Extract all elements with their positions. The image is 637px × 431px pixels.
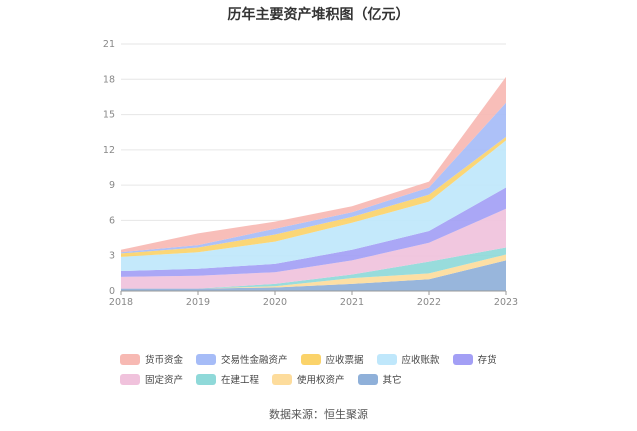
axes: 0 3 6 9 12 15 18 21 2018 2019 2020 2021 2022 2023 bbox=[103, 39, 518, 308]
x-tick-label: 2020 bbox=[263, 297, 287, 308]
y-tick-label: 12 bbox=[103, 145, 115, 156]
legend-label: 货币资金 bbox=[145, 355, 184, 366]
area-series bbox=[121, 76, 506, 291]
legend-item[interactable]: 固定资产 bbox=[120, 372, 183, 386]
area-series-使用权资产[interactable] bbox=[121, 254, 506, 289]
legend-label: 应收票据 bbox=[325, 355, 364, 366]
legend-label: 应收账款 bbox=[401, 355, 440, 366]
legend-swatch bbox=[120, 373, 140, 385]
legend-item[interactable]: 交易性金融资产 bbox=[196, 352, 288, 366]
legend-label: 在建工程 bbox=[221, 375, 260, 386]
legend-item[interactable]: 存货 bbox=[452, 352, 497, 366]
legend-item[interactable]: 应收票据 bbox=[300, 352, 364, 366]
legend-swatch bbox=[196, 373, 217, 385]
legend-swatch bbox=[272, 373, 293, 385]
area-series-应收票据[interactable] bbox=[121, 136, 506, 257]
legend-swatch bbox=[452, 353, 473, 365]
y-tick-label: 3 bbox=[109, 251, 115, 262]
legend-swatch bbox=[300, 353, 321, 365]
y-tick-label: 18 bbox=[103, 74, 115, 85]
legend-item[interactable]: 货币资金 bbox=[120, 352, 183, 366]
y-tick-label: 0 bbox=[109, 286, 115, 297]
y-tick-label: 15 bbox=[103, 110, 115, 121]
area-series-在建工程[interactable] bbox=[121, 247, 506, 289]
x-tick-label: 2023 bbox=[494, 297, 518, 308]
legend-swatch bbox=[357, 373, 378, 385]
legend-item[interactable]: 应收账款 bbox=[376, 352, 440, 366]
x-tick-label: 2021 bbox=[340, 297, 364, 308]
y-tick-label: 9 bbox=[109, 180, 115, 191]
x-tick-label: 2022 bbox=[417, 297, 441, 308]
legend-swatch bbox=[376, 353, 397, 365]
area-series-存货[interactable] bbox=[121, 187, 506, 277]
source-note: 数据来源：恒生聚源 bbox=[269, 408, 368, 421]
chart-title: 历年主要资产堆积图（亿元） bbox=[227, 7, 410, 23]
area-series-交易性金融资产[interactable] bbox=[121, 102, 506, 254]
y-tick-label: 6 bbox=[109, 215, 115, 226]
legend: 货币资金 交易性金融资产 应收票据 应收账款 存货固定资产 在建工程 使用权资产 其它 bbox=[120, 352, 540, 392]
legend-label: 交易性金融资产 bbox=[221, 355, 288, 366]
y-tick-label: 21 bbox=[103, 39, 115, 50]
area-series-货币资金[interactable] bbox=[121, 76, 506, 253]
x-tick-label: 2018 bbox=[109, 297, 133, 308]
legend-label: 使用权资产 bbox=[297, 375, 345, 386]
x-tick-label: 2019 bbox=[186, 297, 210, 308]
legend-item[interactable]: 在建工程 bbox=[196, 372, 259, 386]
legend-item[interactable]: 使用权资产 bbox=[272, 372, 345, 386]
area-series-其它[interactable] bbox=[121, 260, 506, 291]
area-series-应收账款[interactable] bbox=[121, 140, 506, 271]
legend-label: 存货 bbox=[477, 355, 497, 366]
area-series-固定资产[interactable] bbox=[121, 208, 506, 289]
legend-label: 固定资产 bbox=[145, 375, 184, 386]
legend-swatch bbox=[120, 353, 140, 365]
legend-item[interactable]: 其它 bbox=[357, 372, 402, 386]
legend-label: 其它 bbox=[382, 375, 402, 386]
legend-swatch bbox=[196, 353, 217, 365]
